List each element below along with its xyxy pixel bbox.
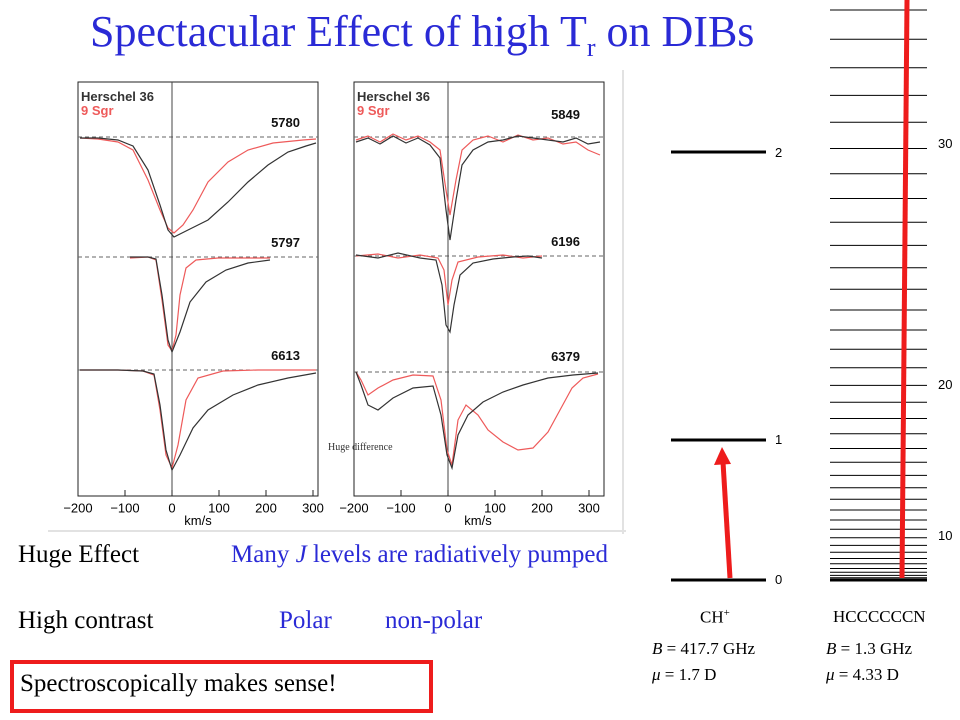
energy-level-diagram: 2 1 0 30 20 10 [671, 0, 952, 587]
left-tick-label: −100 [110, 500, 139, 515]
high-contrast-label: High contrast [18, 607, 154, 634]
right-legend-star2: 9 Sgr [357, 103, 390, 118]
band-label-5797: 5797 [271, 235, 300, 250]
spectrum-her36-6613 [80, 369, 317, 472]
right-tick-label: 200 [531, 500, 553, 515]
ch-plus-pump-arrow [720, 461, 733, 579]
ch-plus-rotational-constant: B = 417.7 GHz [652, 639, 756, 658]
conclusion-text: Spectroscopically makes sense! [20, 670, 337, 697]
right-legend-star1: Herschel 36 [357, 89, 430, 104]
dib-spectra-figure: Herschel 36 9 Sgr 5780 5797 6613 −200 −1… [48, 70, 626, 534]
band-label-5780: 5780 [271, 115, 300, 130]
left-tick-label: 300 [302, 500, 324, 515]
huge-effect-label: Huge Effect [18, 541, 140, 568]
hc7n-rotational-constant: B = 1.3 GHz [826, 639, 913, 658]
left-x-axis-label: km/s [184, 513, 212, 528]
ch-plus-level-label-0: 0 [775, 572, 782, 587]
hc7n-level-label-20: 20 [938, 377, 952, 392]
band-label-6379: 6379 [551, 349, 580, 364]
spectrum-her36-5797 [130, 256, 271, 354]
left-tick-label: 0 [168, 500, 175, 515]
right-tick-label: 0 [444, 500, 451, 515]
slide-title: Spectacular Effect of high Tr on DIBs [90, 7, 755, 62]
spectrum-9sgr-6196 [355, 253, 543, 306]
spectrum-9sgr-5780 [79, 137, 317, 234]
figure-shadow-bottom [48, 530, 626, 532]
spectrum-her36-6379 [355, 371, 599, 471]
hc7n-pump-arrow [899, 0, 910, 579]
spectrum-her36-5780 [80, 137, 317, 238]
right-tick-label: −200 [339, 500, 368, 515]
figure-shadow-edge [622, 70, 624, 534]
ch-plus-level-label-1: 1 [775, 432, 782, 447]
left-tick-label: 100 [208, 500, 230, 515]
spectrum-her36-6196 [355, 252, 543, 334]
ch-plus-level-label-2: 2 [775, 145, 782, 160]
ch-plus-dipole-moment: μ = 1.7 D [652, 665, 717, 684]
band-label-5849: 5849 [551, 107, 580, 122]
non-polar-label: non-polar [385, 607, 483, 634]
right-tick-label: 300 [578, 500, 600, 515]
right-spectra-panel: Herschel 36 9 Sgr 5849 6196 6379 −200 −1… [339, 81, 605, 528]
spectrum-9sgr-6379 [355, 371, 599, 466]
spectrum-her36-5849 [355, 135, 601, 241]
right-x-axis-label: km/s [464, 513, 492, 528]
conclusion-box [10, 660, 433, 713]
huge-difference-note: Huge difference [328, 442, 393, 453]
polar-label: Polar [279, 607, 332, 634]
radiative-pumping-statement: Many J levels are radiatively pumped [231, 541, 608, 568]
ch-plus-name: CH+ [700, 607, 730, 627]
band-label-6196: 6196 [551, 234, 580, 249]
right-panel-frame [353, 81, 605, 497]
left-panel-frame [77, 81, 319, 497]
right-tick-label: 100 [484, 500, 506, 515]
band-label-6613: 6613 [271, 348, 300, 363]
left-legend-star1: Herschel 36 [81, 89, 154, 104]
right-tick-label: −100 [386, 500, 415, 515]
hc7n-name: HCCCCCCN [833, 607, 926, 626]
left-tick-label: 200 [255, 500, 277, 515]
hc7n-level-ladder [830, 9, 927, 582]
left-legend-star2: 9 Sgr [81, 103, 114, 118]
left-tick-label: −200 [63, 500, 92, 515]
left-spectra-panel: Herschel 36 9 Sgr 5780 5797 6613 −200 −1… [63, 81, 324, 528]
figure-background [48, 70, 626, 534]
hc7n-dipole-moment: μ = 4.33 D [826, 665, 899, 684]
hc7n-level-label-10: 10 [938, 528, 952, 543]
ch-plus-arrow-head [714, 447, 731, 465]
hc7n-level-label-30: 30 [938, 136, 952, 151]
